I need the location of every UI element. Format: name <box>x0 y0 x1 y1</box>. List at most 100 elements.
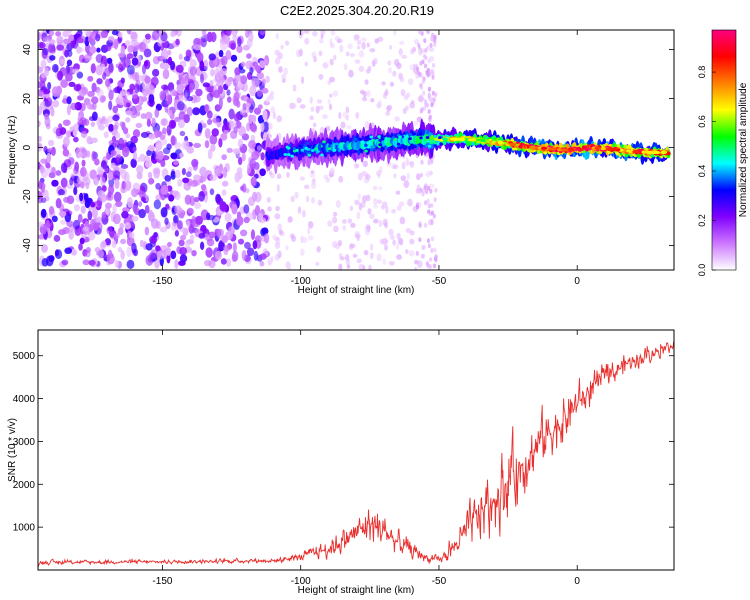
noise-blob <box>349 243 356 248</box>
noise-blob <box>246 122 251 132</box>
noise-blob <box>220 133 228 141</box>
noise-blob <box>38 105 43 116</box>
noise-blob <box>214 250 222 261</box>
noise-blob <box>383 244 389 251</box>
noise-blob <box>220 258 227 265</box>
noise-blob <box>400 89 406 97</box>
noise-blob <box>39 42 46 49</box>
noise-blob <box>107 36 115 43</box>
ridge-peak <box>295 148 299 152</box>
noise-blob <box>107 171 114 181</box>
y-tick-label: 4000 <box>13 394 36 405</box>
noise-blob <box>220 67 227 76</box>
noise-blob <box>119 121 125 127</box>
noise-blob <box>60 162 68 173</box>
noise-blob <box>154 108 160 118</box>
noise-blob <box>415 251 419 256</box>
noise-blob <box>166 254 171 264</box>
y-tick-label: -40 <box>22 238 33 253</box>
noise-blob <box>191 250 197 257</box>
noise-blob <box>79 117 87 126</box>
noise-blob <box>361 195 368 203</box>
noise-blob <box>144 33 151 40</box>
noise-blob <box>232 148 241 155</box>
noise-blob <box>204 128 211 139</box>
noise-blob <box>349 52 356 58</box>
noise-blob <box>235 121 242 129</box>
noise-blob <box>105 167 112 173</box>
noise-blob <box>48 39 56 45</box>
noise-blob <box>143 60 149 67</box>
noise-blob <box>433 92 438 98</box>
noise-blob <box>430 218 434 226</box>
noise-blob <box>214 167 223 177</box>
noise-blob <box>123 127 129 135</box>
noise-blob <box>211 128 219 137</box>
noise-blob <box>225 30 232 37</box>
noise-blob <box>77 213 83 223</box>
noise-blob <box>425 170 431 178</box>
ridge-peak <box>560 148 567 152</box>
noise-blob <box>68 230 74 240</box>
noise-blob <box>423 63 428 69</box>
y-tick-label: 2000 <box>13 480 36 491</box>
ridge-peak <box>320 153 324 157</box>
noise-blob <box>51 215 58 223</box>
noise-blob <box>90 96 99 105</box>
noise-blob <box>178 94 184 102</box>
noise-blob <box>193 174 201 181</box>
noise-blob <box>312 122 317 128</box>
noise-blob <box>365 194 371 202</box>
noise-blob <box>208 53 216 61</box>
ridge-peak <box>497 141 504 145</box>
noise-blob <box>62 97 68 104</box>
noise-blob <box>392 239 397 246</box>
noise-blob <box>80 130 88 139</box>
noise-blob <box>148 84 155 95</box>
noise-blob <box>407 78 414 86</box>
noise-blob <box>185 220 191 228</box>
noise-blob <box>428 183 435 189</box>
noise-blob <box>239 108 246 116</box>
noise-blob <box>335 200 341 208</box>
noise-blob <box>259 253 267 260</box>
noise-blob <box>345 106 350 114</box>
noise-blob <box>103 131 109 139</box>
noise-blob <box>174 191 181 201</box>
ridge-peak <box>364 143 368 147</box>
snr-panel: -150 -100 -50 0 1000 2000 3000 4000 5000 Height… <box>7 329 675 596</box>
ridge-peak <box>419 136 423 140</box>
noise-blob <box>376 170 382 177</box>
noise-blob <box>120 250 125 260</box>
noise-blob <box>302 209 306 218</box>
noise-blob <box>424 200 428 206</box>
noise-blob <box>374 38 379 44</box>
noise-blob <box>320 30 326 36</box>
noise-blob <box>83 193 89 202</box>
noise-blob <box>393 30 397 36</box>
noise-blob <box>62 226 70 235</box>
noise-blob <box>126 30 132 35</box>
noise-blob <box>144 160 153 168</box>
noise-blob <box>329 93 333 98</box>
noise-blob <box>418 237 422 243</box>
ridge-peak <box>366 141 370 145</box>
noise-blob <box>364 121 370 129</box>
noise-blob <box>90 201 96 208</box>
noise-blob <box>118 31 123 38</box>
noise-blob <box>199 60 205 72</box>
noise-blob <box>114 178 120 189</box>
noise-blob <box>416 173 421 181</box>
noise-blob <box>100 63 106 72</box>
noise-blob <box>347 43 353 50</box>
noise-blob <box>132 71 138 81</box>
noise-blob <box>57 70 63 81</box>
noise-blob <box>225 36 231 43</box>
noise-blob <box>121 180 126 190</box>
noise-blob <box>263 233 270 244</box>
noise-blob <box>138 41 147 53</box>
noise-blob <box>170 250 177 260</box>
noise-blob <box>233 113 241 122</box>
noise-blob <box>59 58 65 65</box>
noise-blob <box>259 261 265 267</box>
